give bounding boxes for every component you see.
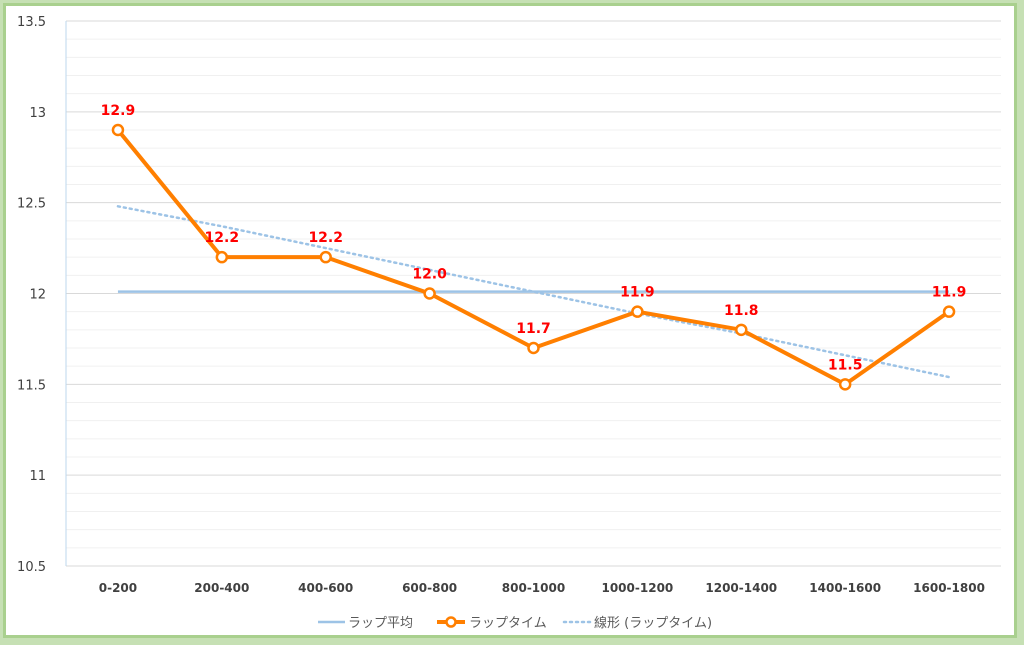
data-point-marker <box>423 287 436 300</box>
y-tick-label: 10.5 <box>17 560 46 575</box>
data-point-marker <box>111 123 125 137</box>
data-label: 12.2 <box>205 230 240 246</box>
y-tick-label: 11 <box>29 469 46 484</box>
x-tick-label: 800-1000 <box>502 581 565 595</box>
data-label: 11.7 <box>516 321 551 337</box>
x-tick-label: 1600-1800 <box>913 581 985 595</box>
data-label: 11.9 <box>620 285 655 301</box>
data-label: 11.8 <box>724 303 759 319</box>
data-label: 12.9 <box>101 103 136 119</box>
y-tick-label: 12 <box>29 288 46 303</box>
x-tick-label: 200-400 <box>194 581 249 595</box>
data-point-marker <box>942 305 956 318</box>
x-tick-label: 1400-1600 <box>809 581 881 595</box>
y-tick-label: 13 <box>29 106 46 121</box>
data-point-marker <box>319 250 332 264</box>
series-trendline <box>116 205 951 379</box>
data-labels: 12.9 12.2 12.2 12.0 11.7 11.9 11.8 11.5 11.9 <box>101 103 967 373</box>
legend-label-average: ラップ平均 <box>348 616 413 631</box>
data-point-marker <box>527 341 540 355</box>
data-point-marker <box>735 323 748 337</box>
legend: ラップ平均 ラップタイム 線形 (ラップタイム) <box>318 615 712 631</box>
data-label: 11.5 <box>828 357 863 373</box>
data-label: 12.0 <box>412 267 447 283</box>
y-tick-label: 11.5 <box>17 378 46 393</box>
y-tick-label: 12.5 <box>17 197 46 212</box>
x-tick-label: 1000-1200 <box>601 581 673 595</box>
x-tick-label: 400-600 <box>298 581 353 595</box>
legend-marker-lap-time <box>445 616 457 628</box>
legend-label-trendline: 線形 (ラップタイム) <box>594 615 712 631</box>
grid-layer <box>65 20 1001 567</box>
y-axis-ticks: 13.5 13 12.5 12 11.5 11 10.5 <box>17 15 46 575</box>
series-layer <box>111 123 956 391</box>
data-label: 11.9 <box>932 285 967 301</box>
x-tick-label: 1200-1400 <box>705 581 777 595</box>
data-point-marker <box>631 305 644 318</box>
x-tick-label: 0-200 <box>99 581 137 595</box>
y-tick-label: 13.5 <box>17 15 46 30</box>
data-point-marker <box>838 378 852 391</box>
data-point-marker <box>215 250 229 264</box>
data-label: 12.2 <box>308 230 343 246</box>
legend-label-lap-time: ラップタイム <box>469 616 547 631</box>
x-axis-ticks: 0-200 200-400 400-600 600-800 800-1000 1000-1… <box>99 581 985 595</box>
x-tick-label: 600-800 <box>402 581 457 595</box>
